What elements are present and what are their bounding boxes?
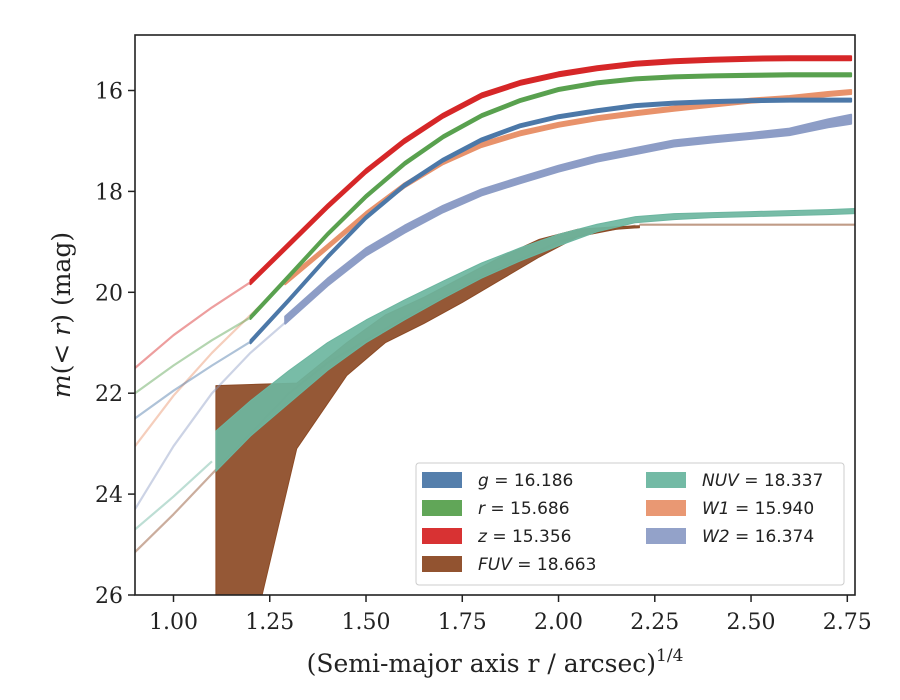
series-NUV-band [215, 208, 855, 472]
x-axis-label: (Semi-major axis r / arcsec)1/4 [307, 646, 684, 678]
legend-swatch-FUV [422, 556, 462, 572]
legend-label-value: = 15.686 [485, 499, 570, 519]
legend-label-value: = 15.356 [487, 527, 572, 547]
legend-label-z: z = 15.356 [477, 527, 571, 547]
legend-label-name: NUV [702, 471, 740, 491]
legend-label-name: W2 [702, 527, 730, 547]
x-tick-label: 1.25 [245, 610, 294, 635]
x-axis-label-main: (Semi-major axis r / arcsec) [307, 649, 656, 678]
ticks-layer: 1.00 1.25 1.50 1.75 2.00 2.25 2.50 2.75 16 18 20 22… [95, 79, 872, 635]
series-r [135, 72, 853, 395]
legend-item-NUV: NUV = 18.337 [646, 471, 823, 491]
legend-swatch-z [422, 528, 462, 544]
legend-item-FUV: FUV = 18.663 [422, 555, 596, 575]
series-layer [135, 55, 855, 595]
legend-item-g: g = 16.186 [422, 471, 573, 491]
series-g-extrapolation [135, 340, 252, 420]
x-tick-label: 1.50 [342, 610, 391, 635]
legend-label-g: g = 16.186 [478, 471, 573, 491]
legend-label-NUV: NUV = 18.337 [702, 471, 823, 491]
legend-swatch-W2 [646, 528, 686, 544]
series-z-curve [249, 55, 853, 286]
series-NUV [135, 208, 855, 531]
legend-label-name: W1 [702, 499, 730, 519]
x-tick-label: 1.00 [149, 610, 198, 635]
plot-frame [134, 34, 856, 596]
y-tick-label: 22 [95, 382, 123, 407]
legend-label-W2: W2 = 16.374 [702, 527, 814, 547]
legend-label-FUV: FUV = 18.663 [478, 555, 596, 575]
legend-item-z: z = 15.356 [422, 527, 571, 547]
x-tick-label: 1.75 [438, 610, 487, 635]
series-W2 [135, 113, 853, 510]
y-tick-label: 18 [95, 180, 123, 205]
legend-label-r: r = 15.686 [478, 499, 570, 519]
series-W2-extrapolation [135, 321, 286, 510]
y-axis-label-r: r [47, 322, 76, 336]
legend-item-W2: W2 = 16.374 [646, 527, 814, 547]
legend-label-W1: W1 = 15.940 [702, 499, 814, 519]
y-tick-label: 20 [95, 281, 123, 306]
y-tick-label: 26 [95, 584, 123, 609]
y-tick-label: 16 [95, 79, 123, 104]
series-NUV-extrapolation [135, 460, 213, 531]
series-r-extrapolation [135, 316, 252, 395]
series-g-curve [249, 97, 853, 345]
series-W2-curve [284, 113, 853, 325]
legend-item-r: r = 15.686 [422, 499, 570, 519]
x-tick-label: 2.75 [823, 610, 872, 635]
legend-swatch-r [422, 500, 462, 516]
series-W1-curve [284, 89, 853, 286]
legend-label-value: = 16.186 [489, 471, 574, 491]
legend-label-value: = 18.337 [739, 471, 824, 491]
legend-swatch-g [422, 472, 462, 488]
x-axis-label-superscript: 1/4 [656, 646, 683, 666]
series-r-curve [249, 72, 853, 320]
legend-label-name: FUV [478, 555, 513, 575]
y-tick-label: 24 [95, 483, 123, 508]
legend-label-name: r [478, 499, 486, 519]
x-tick-label: 2.00 [534, 610, 583, 635]
y-axis-label-unit: ) (mag) [47, 232, 76, 324]
y-axis-label: m(< r) (mag) [47, 232, 76, 398]
legend-label-value: = 15.940 [730, 499, 815, 519]
legend-label-name: z [477, 527, 488, 547]
legend-label-value: = 18.663 [512, 555, 597, 575]
legend-item-W1: W1 = 15.940 [646, 499, 814, 519]
series-g [135, 97, 853, 420]
y-axis-label-lt: (< [47, 336, 76, 375]
legend-box [415, 462, 845, 586]
legend-label-name: g [478, 471, 489, 491]
legend-swatch-W1 [646, 500, 686, 516]
series-z [135, 55, 853, 369]
x-tick-label: 2.25 [630, 610, 679, 635]
y-axis-label-m: m [47, 374, 76, 398]
legend-label-value: = 16.374 [730, 527, 815, 547]
x-tick-label: 2.50 [727, 610, 776, 635]
series-z-extrapolation [135, 281, 252, 369]
legend-swatch-NUV [646, 472, 686, 488]
